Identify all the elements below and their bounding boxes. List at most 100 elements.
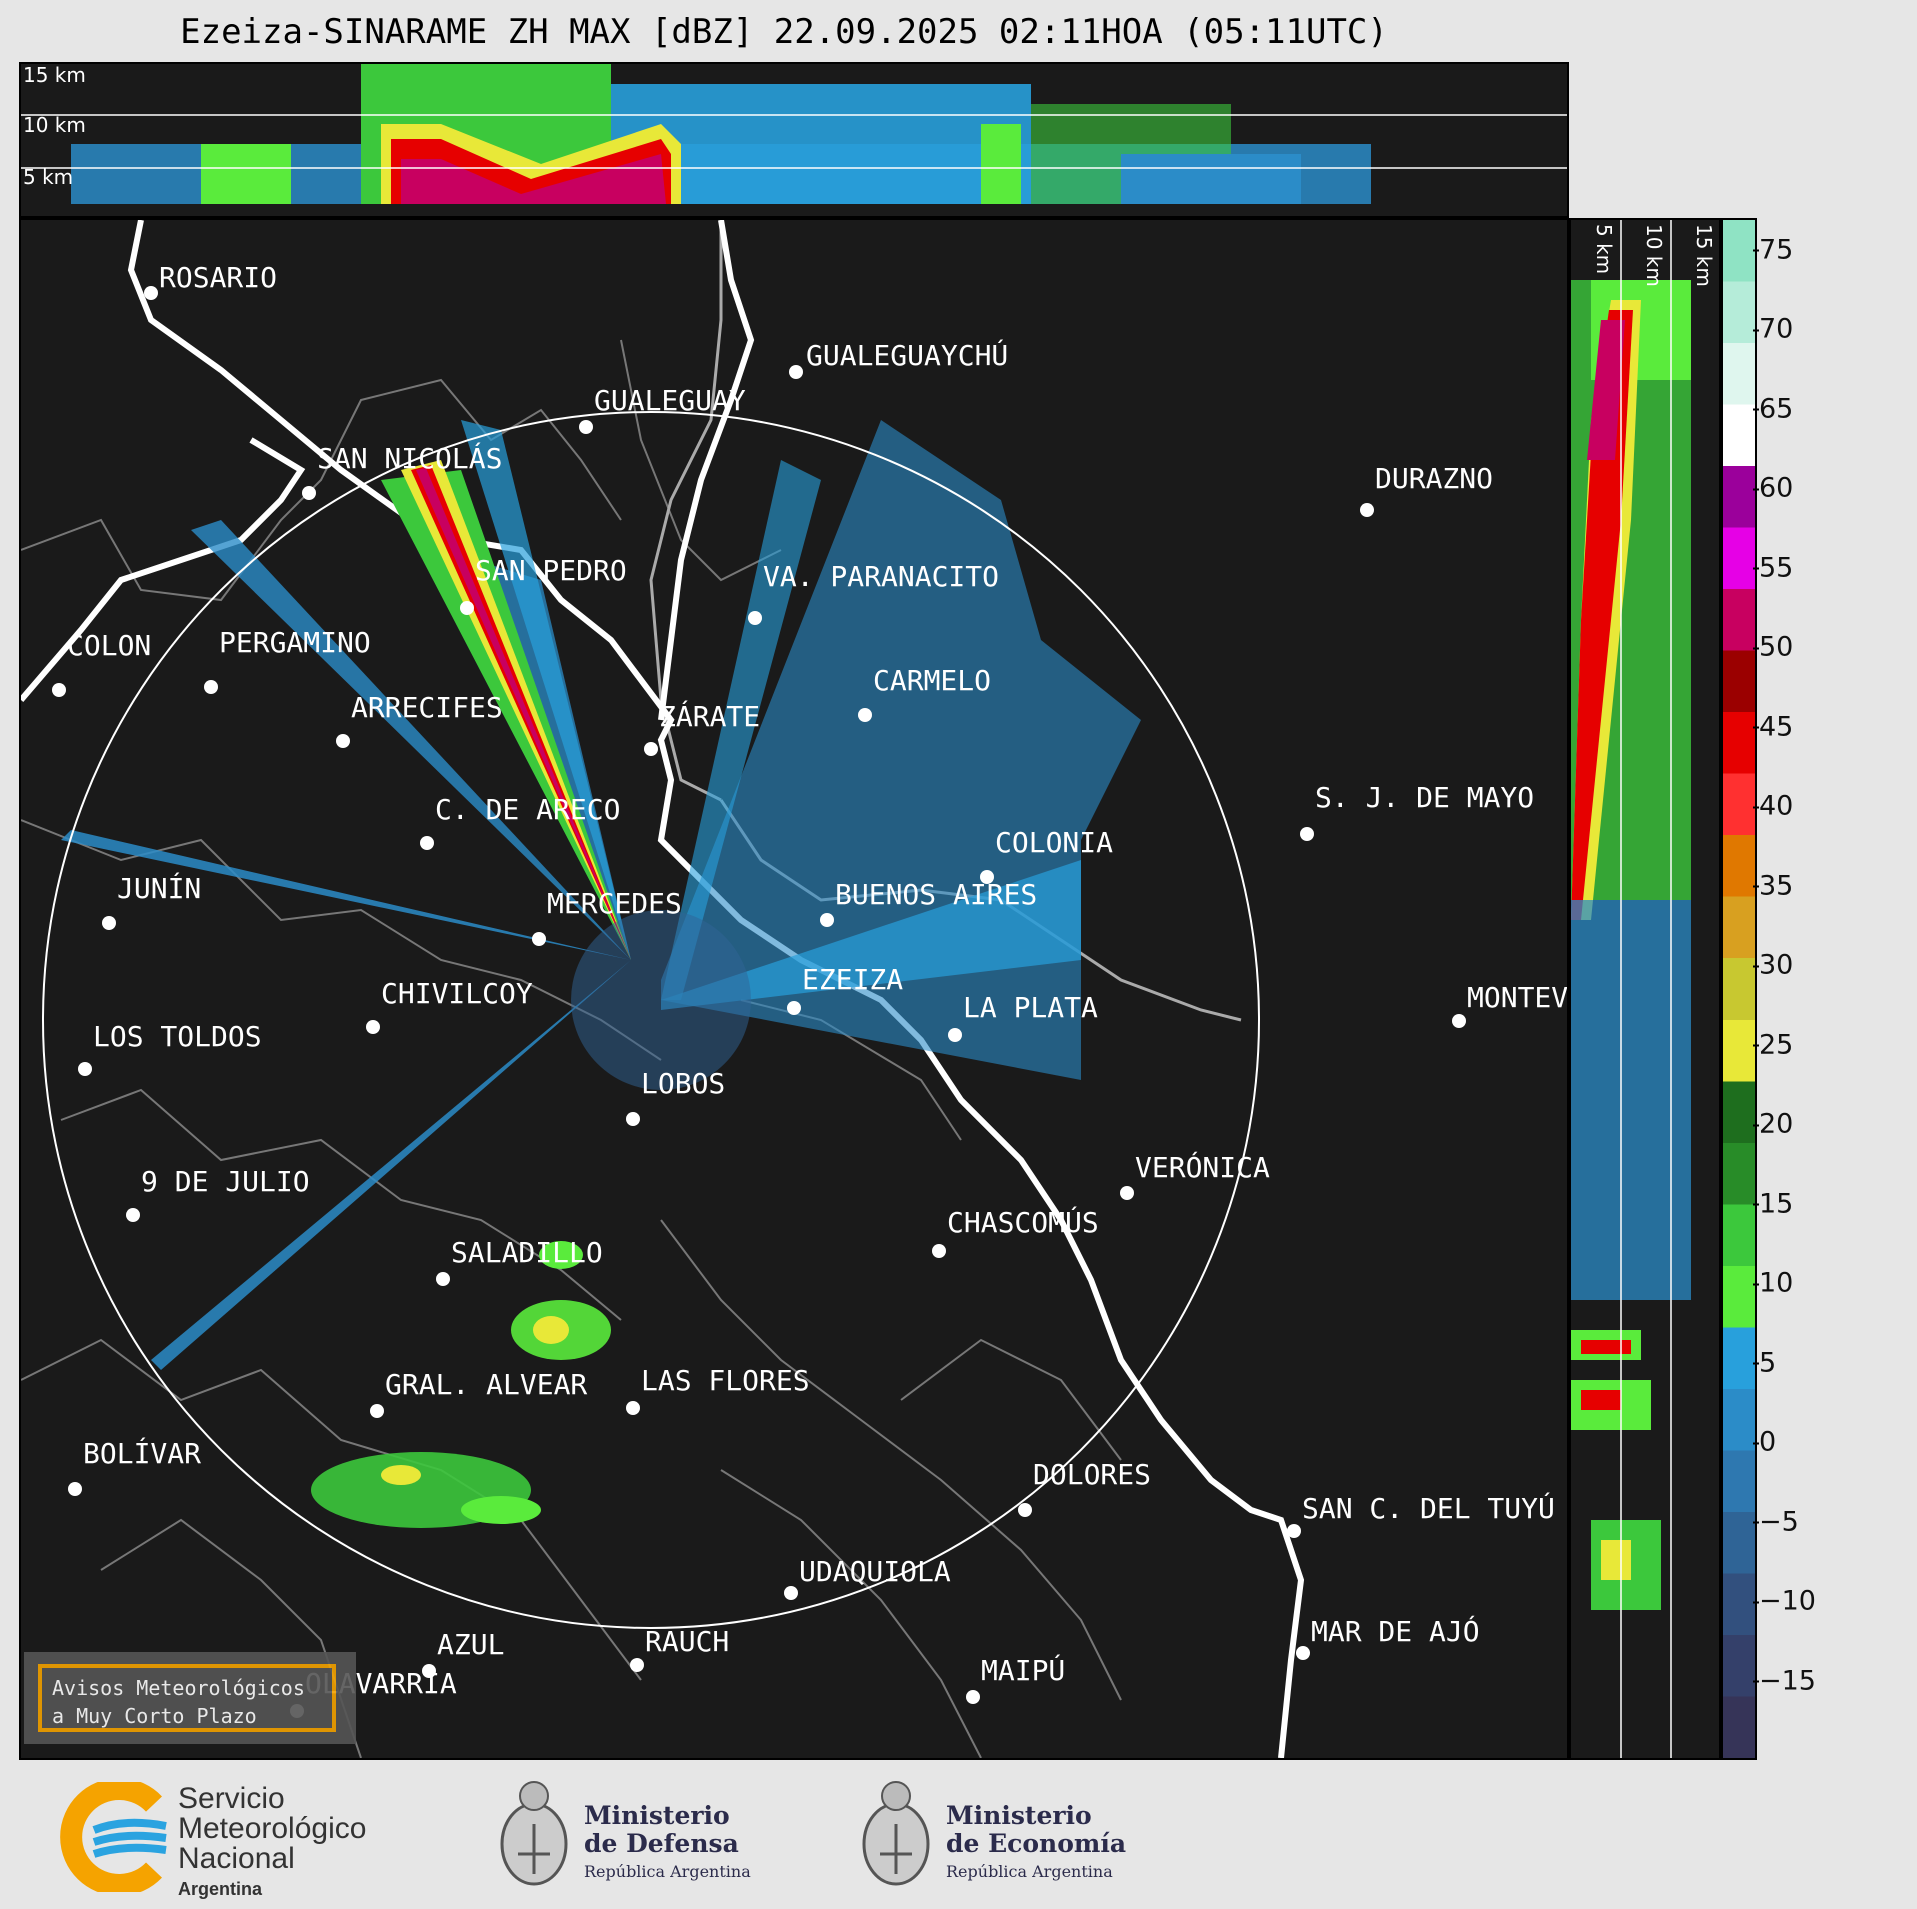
city-marker: SALADILLO [436, 1236, 603, 1286]
city-dot [366, 1020, 380, 1034]
city-dot [858, 708, 872, 722]
city-dot [1120, 1186, 1134, 1200]
radar-map-panel: ROSARIO GUALEGUAYCHÚ GUALEGUAY SAN NICOLÁS D… [19, 218, 1569, 1760]
city-label: AZUL [437, 1628, 504, 1661]
colorbar-tick-label: 65 [1752, 393, 1794, 425]
city-marker: ZÁRATE [644, 699, 760, 756]
city-dot [420, 836, 434, 850]
city-dot [820, 913, 834, 927]
side-echo-layer [1571, 280, 1691, 1610]
side-cross-section-panel: 5 km 10 km 15 km [1569, 218, 1721, 1760]
city-marker: VA. PARANACITO [748, 560, 999, 625]
city-marker: DURAZNO [1360, 462, 1493, 517]
city-dot [966, 1690, 980, 1704]
city-label: JUNÍN [117, 871, 201, 905]
smn-line-2: Meteorológico [178, 1812, 367, 1845]
colorbar-tick-label: 50 [1752, 631, 1794, 663]
city-marker: BUENOS AIRES [820, 878, 1037, 927]
city-dot [1300, 827, 1314, 841]
city-label: MONTEV [1467, 981, 1567, 1014]
city-marker: CARMELO [858, 664, 991, 722]
city-label: ROSARIO [159, 261, 277, 294]
city-marker: PERGAMINO [204, 626, 371, 694]
city-marker: CHASCOMÚS [932, 1205, 1099, 1258]
colorbar-tick-label: 15 [1752, 1188, 1794, 1220]
city-dot [126, 1208, 140, 1222]
colorbar-tick-label: 40 [1752, 790, 1794, 822]
city-label: LOBOS [641, 1067, 725, 1100]
smn-line-1: Servicio [178, 1782, 285, 1815]
city-dot [460, 601, 474, 615]
city-dot [68, 1482, 82, 1496]
city-dot [532, 932, 546, 946]
city-label: EZEIZA [802, 963, 903, 996]
city-marker: MONTEV [1452, 981, 1567, 1028]
defensa-line-3: República Argentina [584, 1862, 751, 1881]
smn-line-4: Argentina [178, 1879, 263, 1899]
city-label: BOLÍVAR [83, 1436, 201, 1470]
city-marker: CHIVILCOY [366, 977, 533, 1034]
city-label: LOS TOLDOS [93, 1020, 262, 1053]
city-marker: MAIPÚ [966, 1653, 1065, 1704]
colorbar-tick-label: −10 [1753, 1585, 1816, 1617]
city-marker: SAN NICOLÁS [302, 441, 502, 500]
city-label: LAS FLORES [641, 1364, 810, 1397]
city-dot [336, 734, 350, 748]
city-marker: MAR DE AJÓ [1296, 1614, 1480, 1660]
city-label: COLONIA [995, 826, 1113, 859]
smn-logo-icon [60, 1782, 167, 1892]
city-dot [102, 916, 116, 930]
city-label: GRAL. ALVEAR [385, 1368, 587, 1401]
city-dot [144, 286, 158, 300]
reflectivity-colorbar [1721, 218, 1757, 1760]
colorbar-tick-label: 10 [1752, 1267, 1794, 1299]
city-dot [626, 1401, 640, 1415]
city-marker: GUALEGUAY [579, 384, 746, 434]
city-label: ZÁRATE [659, 699, 760, 733]
city-marker: RAUCH [630, 1625, 729, 1672]
economia-line-3: República Argentina [946, 1862, 1113, 1881]
city-label: UDAQUIOLA [799, 1555, 951, 1588]
city-marker: GUALEGUAYCHÚ [789, 338, 1008, 379]
city-marker: COLONIA [980, 826, 1113, 884]
city-dot [626, 1112, 640, 1126]
city-label: SAN NICOLÁS [317, 441, 502, 475]
city-dot [789, 365, 803, 379]
top-cross-section-plot: 15 km 10 km 5 km [21, 64, 1567, 216]
city-label: GUALEGUAY [594, 384, 746, 417]
top-alt-label-15: 15 km [23, 64, 86, 87]
city-marker: C. DE ARECO [420, 793, 620, 850]
notice-box: Avisos Meteorológicos a Muy Corto Plazo [38, 1664, 336, 1732]
city-dot [932, 1244, 946, 1258]
city-dot [422, 1664, 436, 1678]
city-marker: VERÓNICA [1120, 1150, 1270, 1200]
notice-line-2: a Muy Corto Plazo [52, 1704, 257, 1728]
economia-line-1: Ministerio [946, 1801, 1092, 1830]
city-label: DOLORES [1033, 1458, 1151, 1491]
city-marker: LOBOS [626, 1067, 725, 1126]
side-alt-label-15: 15 km [1692, 224, 1716, 287]
city-label: VERÓNICA [1135, 1150, 1270, 1184]
top-alt-label-5: 5 km [23, 165, 73, 189]
city-dot [1287, 1524, 1301, 1538]
nowcasting-notice[interactable]: Avisos Meteorológicos a Muy Corto Plazo [24, 1652, 356, 1744]
defensa-wordmark: Ministerio de Defensa República Argentin… [584, 1802, 751, 1886]
notice-line-1: Avisos Meteorológicos [52, 1676, 305, 1700]
city-marker: MERCEDES [532, 887, 682, 946]
side-alt-label-5: 5 km [1592, 224, 1616, 274]
admin-boundaries [21, 339, 1122, 1758]
city-dot [204, 680, 218, 694]
city-dot [630, 1658, 644, 1672]
colorbar-tick-label: −15 [1753, 1665, 1816, 1696]
city-dot [980, 870, 994, 884]
colorbar-tick-label: 75 [1752, 234, 1794, 266]
city-marker: AZUL [422, 1628, 504, 1678]
city-marker: EZEIZA [787, 963, 903, 1015]
city-label: 9 DE JULIO [141, 1165, 310, 1198]
colorbar-tick-label: 55 [1752, 552, 1794, 584]
city-dot [370, 1404, 384, 1418]
city-marker: SAN PEDRO [460, 554, 627, 615]
side-cross-section-plot: 5 km 10 km 15 km [1571, 220, 1716, 1758]
defensa-seal-icon [500, 1781, 568, 1886]
footer: Servicio Meteorológico Nacional Argentin… [0, 1760, 1917, 1909]
